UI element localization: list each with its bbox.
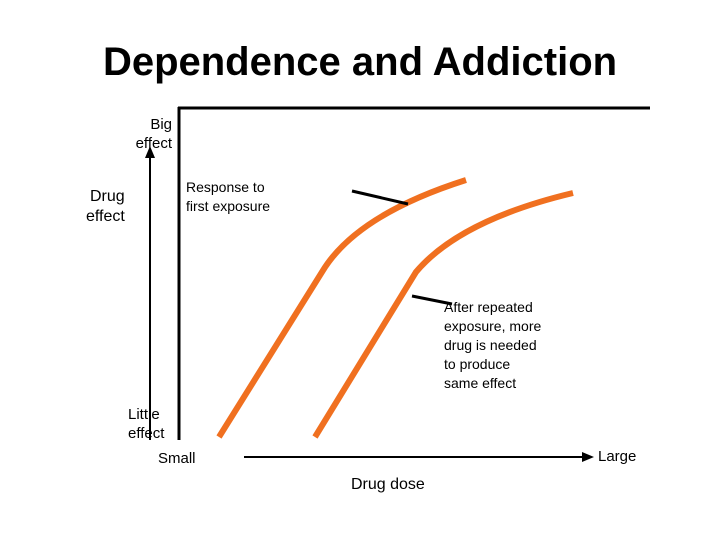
x-axis-right-label: Large — [598, 448, 637, 465]
y-axis-label: Drug effect — [86, 188, 125, 225]
y-axis-arrowhead — [145, 146, 155, 158]
pointer-first-exposure — [351, 189, 409, 206]
x-axis-left-label: Small — [158, 450, 196, 467]
annotation-first-exposure: Response to first exposure — [186, 179, 271, 214]
curve-first-exposure — [216, 177, 467, 439]
y-axis-bottom-label: Little effect — [128, 406, 165, 442]
x-axis-arrowhead — [582, 452, 594, 462]
x-axis-label: Drug dose — [351, 476, 425, 493]
curve-repeated-exposure — [312, 190, 574, 439]
annotation-repeated-exposure: After repeated exposure, more drug is ne… — [444, 299, 542, 391]
page-title: Dependence and Addiction — [102, 40, 618, 84]
y-axis-top-label: Big effect — [135, 116, 172, 152]
pointer-repeated-exposure — [411, 294, 453, 306]
